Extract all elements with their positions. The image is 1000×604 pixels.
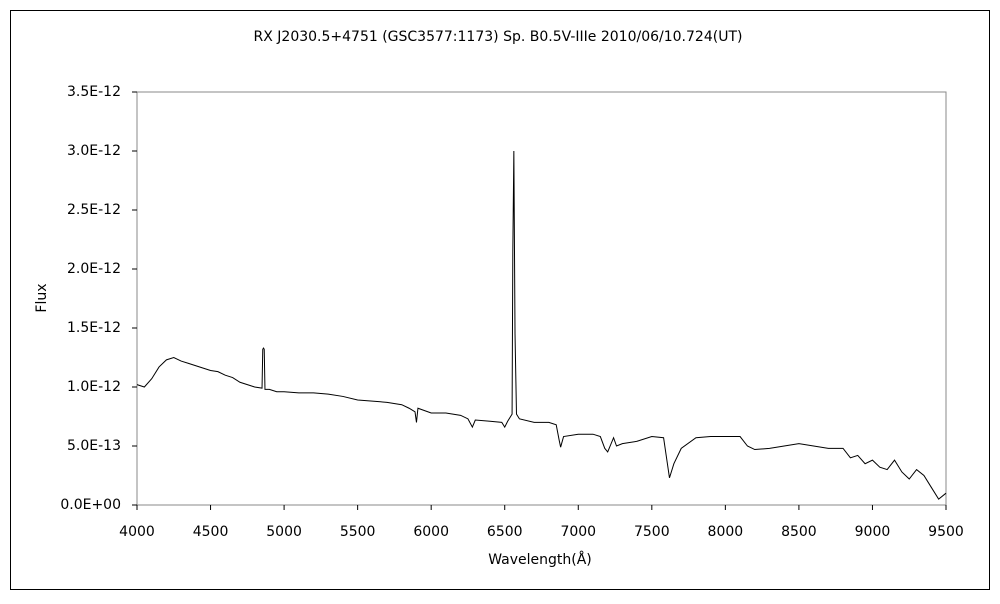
y-tick-label: 3.5E-12 — [67, 84, 121, 100]
y-tick-label: 2.5E-12 — [67, 202, 121, 218]
y-tick-label: 1.0E-12 — [67, 379, 121, 395]
spectrum-line — [136, 150, 947, 500]
y-tick-label: 2.0E-12 — [67, 261, 121, 277]
chart-title: RX J2030.5+4751 (GSC3577:1173) Sp. B0.5V… — [254, 29, 743, 45]
plot-area — [136, 91, 947, 506]
x-tick-label: 7000 — [560, 524, 596, 540]
x-tick-label: 9500 — [928, 524, 964, 540]
x-tick-label: 8000 — [708, 524, 744, 540]
y-tick-label: 3.0E-12 — [67, 143, 121, 159]
y-tick-label: 5.0E-13 — [67, 438, 121, 454]
y-axis-label: Flux — [34, 283, 50, 312]
y-tick-label: 0.0E+00 — [60, 497, 121, 513]
x-tick-label: 8500 — [781, 524, 817, 540]
y-tick-label: 1.5E-12 — [67, 320, 121, 336]
x-tick-label: 5500 — [340, 524, 376, 540]
x-tick-label: 4500 — [193, 524, 229, 540]
x-tick-label: 6000 — [413, 524, 449, 540]
x-tick-label: 5000 — [266, 524, 302, 540]
x-tick-label: 9000 — [855, 524, 891, 540]
x-tick-label: 7500 — [634, 524, 670, 540]
x-tick-label: 6500 — [487, 524, 523, 540]
x-axis-label: Wavelength(Å) — [488, 551, 592, 568]
x-tick-label: 4000 — [119, 524, 155, 540]
